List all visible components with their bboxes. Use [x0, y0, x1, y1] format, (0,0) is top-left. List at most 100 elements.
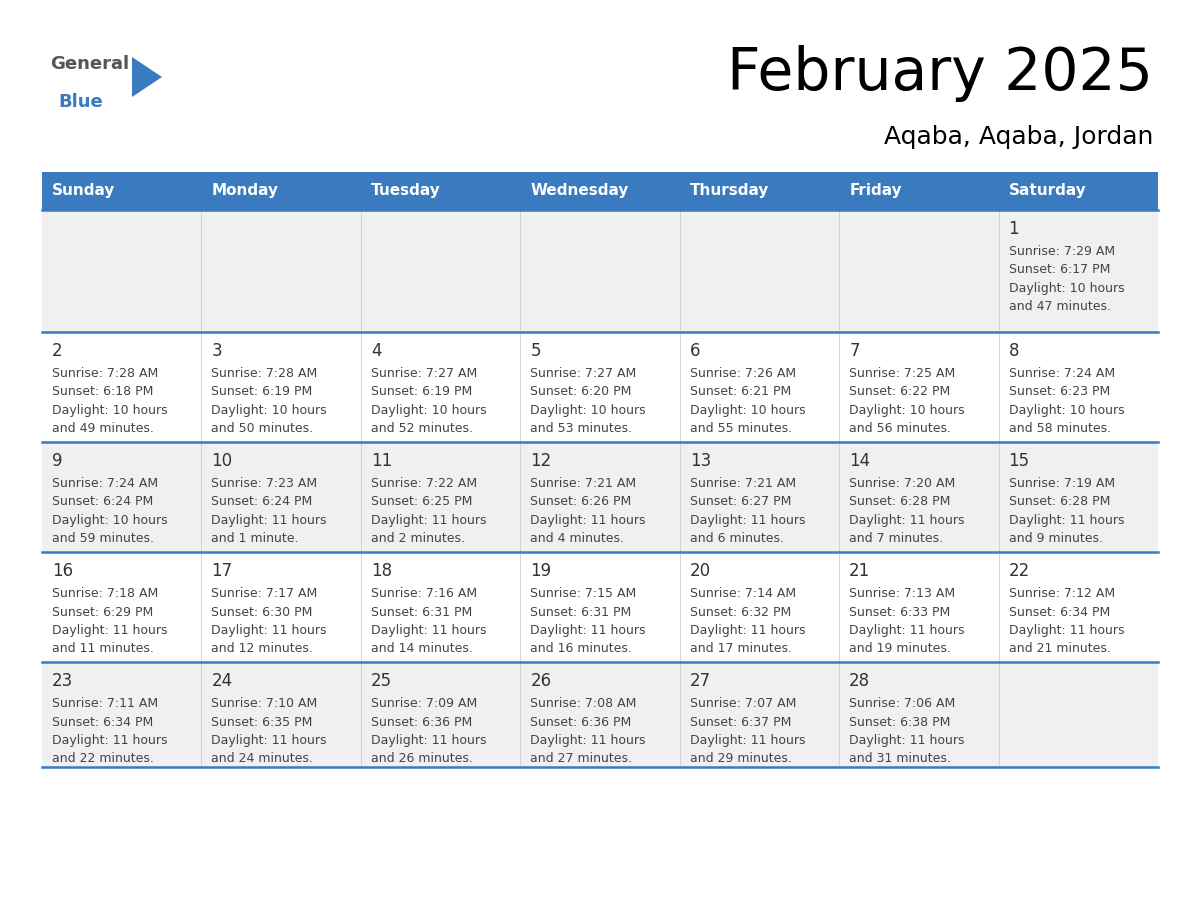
Bar	[999, 172, 1158, 210]
Text: Sunset: 6:23 PM: Sunset: 6:23 PM	[1009, 386, 1110, 398]
Text: Sunrise: 7:23 AM: Sunrise: 7:23 AM	[211, 477, 317, 490]
Bar	[42, 332, 1158, 442]
Text: 27: 27	[690, 672, 710, 690]
Text: and 2 minutes.: and 2 minutes.	[371, 532, 465, 545]
Text: 24: 24	[211, 672, 233, 690]
Bar	[520, 172, 680, 210]
Text: Sunrise: 7:26 AM: Sunrise: 7:26 AM	[690, 367, 796, 380]
Text: Sunset: 6:21 PM: Sunset: 6:21 PM	[690, 386, 791, 398]
Text: Daylight: 11 hours: Daylight: 11 hours	[211, 624, 327, 637]
Text: Daylight: 11 hours: Daylight: 11 hours	[530, 514, 646, 527]
Text: and 22 minutes.: and 22 minutes.	[52, 753, 154, 766]
Text: 4: 4	[371, 342, 381, 360]
Text: Sunrise: 7:21 AM: Sunrise: 7:21 AM	[530, 477, 637, 490]
Bar	[361, 172, 520, 210]
Bar	[42, 172, 202, 210]
Text: Blue: Blue	[58, 93, 102, 111]
Text: 5: 5	[530, 342, 541, 360]
Text: Sunset: 6:37 PM: Sunset: 6:37 PM	[690, 715, 791, 729]
Text: and 6 minutes.: and 6 minutes.	[690, 532, 784, 545]
Bar	[42, 442, 1158, 552]
Text: Daylight: 11 hours: Daylight: 11 hours	[530, 624, 646, 637]
Text: and 11 minutes.: and 11 minutes.	[52, 643, 154, 655]
Text: and 12 minutes.: and 12 minutes.	[211, 643, 314, 655]
Text: and 26 minutes.: and 26 minutes.	[371, 753, 473, 766]
Text: Sunset: 6:31 PM: Sunset: 6:31 PM	[371, 606, 472, 619]
Text: 28: 28	[849, 672, 871, 690]
Text: Sunrise: 7:19 AM: Sunrise: 7:19 AM	[1009, 477, 1114, 490]
Text: 25: 25	[371, 672, 392, 690]
Text: Sunset: 6:19 PM: Sunset: 6:19 PM	[211, 386, 312, 398]
Text: Sunrise: 7:09 AM: Sunrise: 7:09 AM	[371, 697, 478, 710]
Text: and 53 minutes.: and 53 minutes.	[530, 422, 632, 435]
Text: 26: 26	[530, 672, 551, 690]
Text: and 9 minutes.: and 9 minutes.	[1009, 532, 1102, 545]
Bar	[680, 172, 839, 210]
Text: Daylight: 11 hours: Daylight: 11 hours	[690, 734, 805, 747]
Text: and 47 minutes.: and 47 minutes.	[1009, 300, 1111, 314]
Text: Sunset: 6:28 PM: Sunset: 6:28 PM	[849, 496, 950, 509]
Text: Daylight: 11 hours: Daylight: 11 hours	[1009, 514, 1124, 527]
Text: Friday: Friday	[849, 184, 902, 198]
Text: Sunrise: 7:29 AM: Sunrise: 7:29 AM	[1009, 245, 1114, 258]
Text: Sunrise: 7:12 AM: Sunrise: 7:12 AM	[1009, 587, 1114, 600]
Text: Wednesday: Wednesday	[530, 184, 628, 198]
Text: Sunset: 6:36 PM: Sunset: 6:36 PM	[530, 715, 632, 729]
Text: 20: 20	[690, 562, 710, 580]
Text: Daylight: 11 hours: Daylight: 11 hours	[849, 514, 965, 527]
Text: Daylight: 11 hours: Daylight: 11 hours	[52, 734, 168, 747]
Text: Sunrise: 7:17 AM: Sunrise: 7:17 AM	[211, 587, 317, 600]
Text: 2: 2	[52, 342, 63, 360]
Text: Daylight: 10 hours: Daylight: 10 hours	[1009, 404, 1124, 417]
Text: and 17 minutes.: and 17 minutes.	[690, 643, 791, 655]
Text: Daylight: 11 hours: Daylight: 11 hours	[690, 514, 805, 527]
Text: and 1 minute.: and 1 minute.	[211, 532, 299, 545]
Polygon shape	[132, 57, 162, 97]
Text: Sunrise: 7:15 AM: Sunrise: 7:15 AM	[530, 587, 637, 600]
Text: and 49 minutes.: and 49 minutes.	[52, 422, 154, 435]
Text: Daylight: 11 hours: Daylight: 11 hours	[52, 624, 168, 637]
Text: Sunset: 6:20 PM: Sunset: 6:20 PM	[530, 386, 632, 398]
Text: Sunset: 6:35 PM: Sunset: 6:35 PM	[211, 715, 312, 729]
Text: and 52 minutes.: and 52 minutes.	[371, 422, 473, 435]
Text: Monday: Monday	[211, 184, 278, 198]
Bar	[42, 210, 1158, 332]
Text: Daylight: 10 hours: Daylight: 10 hours	[371, 404, 486, 417]
Text: 23: 23	[52, 672, 74, 690]
Text: Daylight: 10 hours: Daylight: 10 hours	[530, 404, 646, 417]
Text: Daylight: 10 hours: Daylight: 10 hours	[52, 514, 168, 527]
Text: Sunrise: 7:06 AM: Sunrise: 7:06 AM	[849, 697, 955, 710]
Text: 3: 3	[211, 342, 222, 360]
Bar	[42, 552, 1158, 662]
Text: Daylight: 11 hours: Daylight: 11 hours	[371, 734, 486, 747]
Text: Daylight: 11 hours: Daylight: 11 hours	[211, 514, 327, 527]
Text: 16: 16	[52, 562, 74, 580]
Text: 13: 13	[690, 452, 710, 470]
Text: 9: 9	[52, 452, 63, 470]
Text: and 50 minutes.: and 50 minutes.	[211, 422, 314, 435]
Text: and 16 minutes.: and 16 minutes.	[530, 643, 632, 655]
Text: Sunday: Sunday	[52, 184, 115, 198]
Text: 15: 15	[1009, 452, 1030, 470]
Text: and 55 minutes.: and 55 minutes.	[690, 422, 792, 435]
Bar	[839, 172, 999, 210]
Text: Sunset: 6:17 PM: Sunset: 6:17 PM	[1009, 263, 1110, 276]
Text: Sunrise: 7:10 AM: Sunrise: 7:10 AM	[211, 697, 317, 710]
Text: Sunrise: 7:14 AM: Sunrise: 7:14 AM	[690, 587, 796, 600]
Text: Sunrise: 7:28 AM: Sunrise: 7:28 AM	[211, 367, 317, 380]
Text: and 21 minutes.: and 21 minutes.	[1009, 643, 1111, 655]
Bar	[42, 662, 1158, 767]
Text: 18: 18	[371, 562, 392, 580]
Text: Sunrise: 7:25 AM: Sunrise: 7:25 AM	[849, 367, 955, 380]
Text: and 29 minutes.: and 29 minutes.	[690, 753, 791, 766]
Text: Sunset: 6:25 PM: Sunset: 6:25 PM	[371, 496, 473, 509]
Text: and 31 minutes.: and 31 minutes.	[849, 753, 952, 766]
Text: and 56 minutes.: and 56 minutes.	[849, 422, 952, 435]
Text: 14: 14	[849, 452, 871, 470]
Text: General: General	[50, 55, 129, 73]
Text: Sunset: 6:33 PM: Sunset: 6:33 PM	[849, 606, 950, 619]
Text: Sunset: 6:24 PM: Sunset: 6:24 PM	[52, 496, 153, 509]
Text: Sunset: 6:19 PM: Sunset: 6:19 PM	[371, 386, 472, 398]
Text: Daylight: 11 hours: Daylight: 11 hours	[530, 734, 646, 747]
Text: 7: 7	[849, 342, 860, 360]
